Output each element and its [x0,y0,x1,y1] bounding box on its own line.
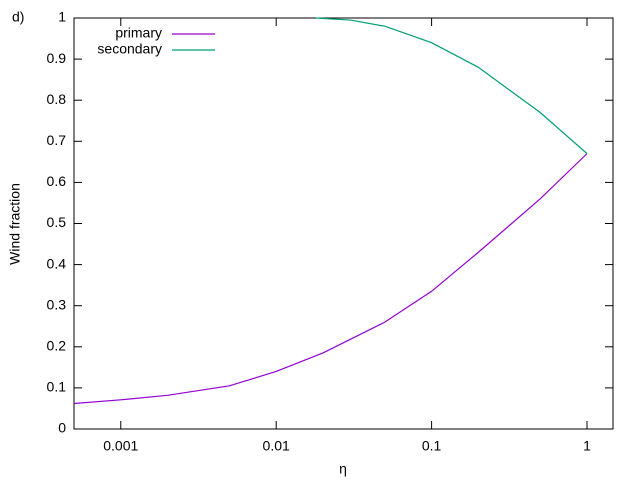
y-tick-label: 1 [58,9,66,25]
y-tick-label: 0.5 [47,214,67,230]
x-tick-label: 0.01 [263,438,290,454]
x-tick-label: 0.001 [103,438,138,454]
line-series [315,17,588,155]
y-tick-label: 0.3 [47,296,67,312]
y-tick-label: 0 [58,420,66,436]
y-tick-label: 0.2 [47,338,67,354]
y-tick-label: 0.4 [47,255,67,271]
y-tick-label: 0.9 [47,50,67,66]
plot-frame [73,17,614,430]
y-tick-label: 0.6 [47,173,67,189]
x-tick-label: 0.1 [422,438,442,454]
y-tick-label: 0.1 [47,379,67,395]
panel-label: d) [12,9,24,25]
y-tick-label: 0.7 [47,132,67,148]
x-axis-label: η [339,461,347,477]
legend-label: secondary [97,41,162,57]
line-series [73,153,588,405]
x-tick-label: 1 [583,438,591,454]
y-axis-label: Wind fraction [7,183,23,265]
y-tick-label: 0.8 [47,91,67,107]
legend-label: primary [115,25,162,41]
